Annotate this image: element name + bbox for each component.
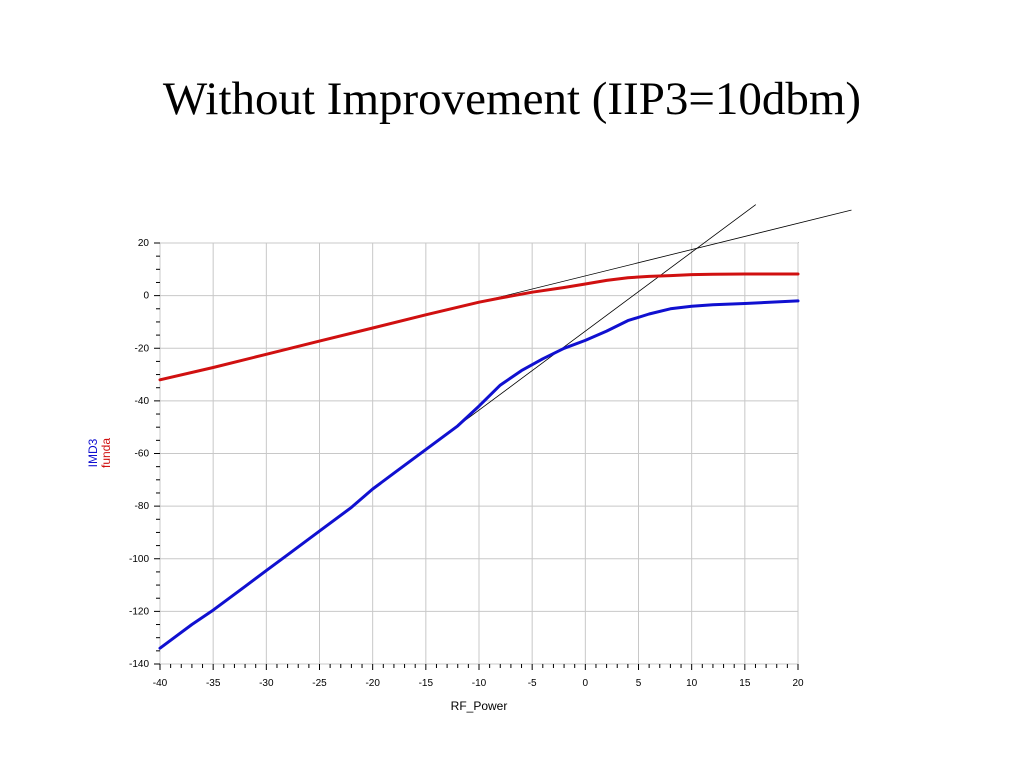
funda-line — [158, 272, 800, 382]
x-tick-label: -25 — [312, 678, 327, 689]
x-tick-label: -15 — [419, 678, 434, 689]
axis-ticks — [154, 242, 799, 670]
x-tick-label: -40 — [153, 678, 168, 689]
y-tick-label: -100 — [129, 554, 149, 565]
x-tick-label: 5 — [636, 678, 642, 689]
x-tick-label: 0 — [583, 678, 589, 689]
x-tick-label: -10 — [472, 678, 487, 689]
y-tick-label: -120 — [129, 606, 149, 617]
y-tick-label: -20 — [135, 343, 150, 354]
y-tick-label: -80 — [135, 501, 150, 512]
series-layer — [158, 204, 852, 650]
y-tick-label: 20 — [138, 238, 150, 249]
x-tick-label: -20 — [365, 678, 380, 689]
x-axis-label: RF_Power — [451, 699, 508, 713]
imd3-extrapolation-line — [425, 204, 756, 451]
x-tick-label: -30 — [259, 678, 274, 689]
tick-labels: -40 -35 -30 -25 -20 -15 -10 -5 0 5 10 15 20 20 0 -20 -40… — [129, 238, 804, 689]
funda-extrapolation-line — [478, 209, 852, 303]
x-tick-label: -35 — [206, 678, 221, 689]
y-tick-label: -140 — [129, 659, 149, 670]
x-tick-label: 10 — [686, 678, 698, 689]
page-title: Without Improvement (IIP3=10dbm) — [162, 73, 862, 125]
grid — [159, 242, 799, 665]
imd3-line — [158, 299, 800, 650]
y-label-imd3: IMD3 — [86, 438, 100, 467]
x-tick-label: 20 — [792, 678, 804, 689]
y-label-funda: funda — [99, 438, 113, 468]
y-axis-label: IMD3 funda — [86, 438, 113, 468]
y-tick-label: 0 — [143, 291, 149, 302]
x-tick-label: -5 — [528, 678, 537, 689]
x-tick-label: 15 — [739, 678, 751, 689]
y-tick-label: -60 — [135, 449, 150, 460]
y-tick-label: -40 — [135, 396, 150, 407]
